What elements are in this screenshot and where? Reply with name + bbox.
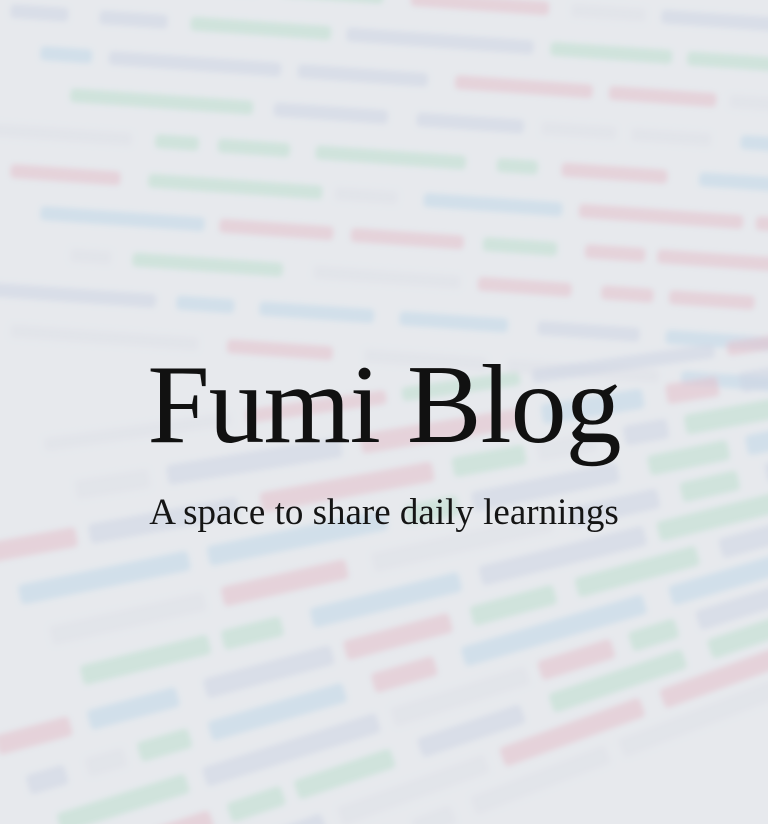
site-subtitle: A space to share daily learnings [149,492,619,533]
site-title: Fumi Blog [147,343,621,467]
